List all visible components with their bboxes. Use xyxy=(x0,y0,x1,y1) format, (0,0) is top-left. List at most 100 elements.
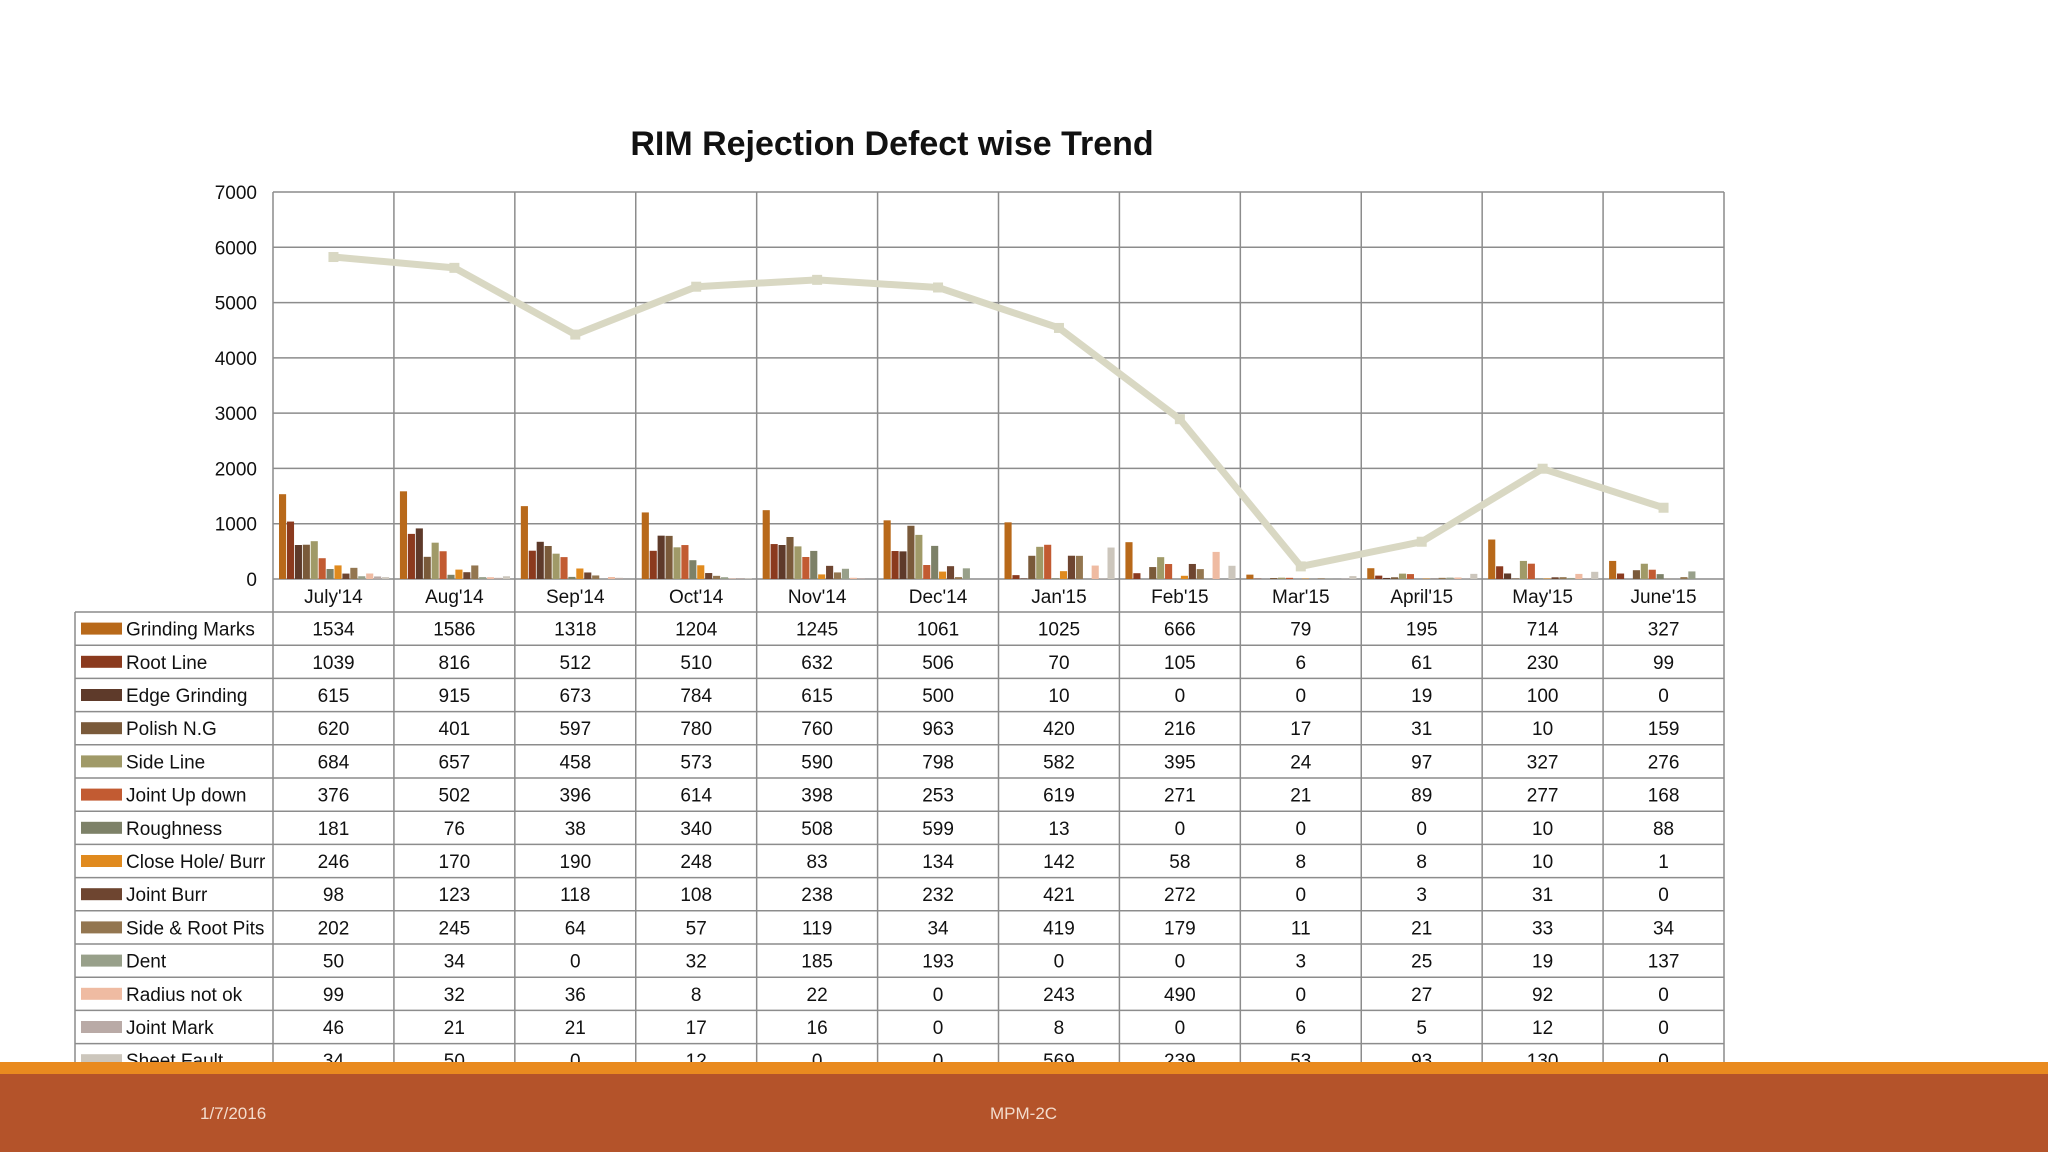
table-cell: 714 xyxy=(1527,620,1559,641)
bar-root-line xyxy=(1496,566,1504,579)
bar-joint-up-down xyxy=(681,545,689,579)
table-cell: 0 xyxy=(1175,686,1186,707)
line-total-marker xyxy=(1053,322,1064,333)
table-cell: 32 xyxy=(686,952,707,973)
table-cell: 12 xyxy=(1532,1018,1553,1039)
bar-roughness xyxy=(568,576,576,579)
table-cell: 0 xyxy=(570,1051,581,1072)
table-cell: 3 xyxy=(1416,885,1427,906)
bar-polish-n-g xyxy=(1391,577,1399,579)
bar-side-root-pits xyxy=(713,575,721,579)
table-cell: 34 xyxy=(1653,918,1675,939)
table-cell: 0 xyxy=(1296,819,1307,840)
bar-polish-n-g xyxy=(907,525,915,579)
table-row-label: Side Line xyxy=(126,752,205,773)
table-cell: 816 xyxy=(439,653,471,674)
table-cell: 119 xyxy=(802,918,832,939)
x-tick-label: Nov'14 xyxy=(788,587,847,608)
table-cell: 599 xyxy=(922,819,954,840)
bar-polish-n-g xyxy=(544,545,552,579)
table-cell: 684 xyxy=(318,752,350,773)
bar-side-root-pits xyxy=(350,567,358,579)
table-cell: 277 xyxy=(1527,786,1559,807)
bar-edge-grinding xyxy=(1383,577,1391,579)
table-cell: 6 xyxy=(1296,653,1307,674)
table-cell: 1039 xyxy=(312,653,354,674)
table-cell: 327 xyxy=(1648,620,1680,641)
bar-roughness xyxy=(1535,578,1543,579)
bar-joint-mark xyxy=(615,577,624,579)
table-cell: 21 xyxy=(1411,918,1432,939)
bar-side-line xyxy=(1398,573,1407,579)
y-tick-label: 5000 xyxy=(215,294,257,315)
bar-root-line xyxy=(1012,575,1020,579)
table-cell: 159 xyxy=(1648,719,1680,740)
x-tick-label: Sep'14 xyxy=(546,587,605,608)
line-total-marker xyxy=(1658,502,1669,513)
bar-root-line xyxy=(770,544,778,579)
table-row-label: Joint Mark xyxy=(126,1018,214,1039)
x-tick-label: May'15 xyxy=(1512,587,1573,608)
table-cell: 98 xyxy=(323,885,344,906)
table-row-label: Grinding Marks xyxy=(126,620,255,641)
bar-close-hole-burr xyxy=(1543,578,1551,579)
bar-dent xyxy=(479,577,487,579)
table-cell: 232 xyxy=(922,885,954,906)
bar-dent xyxy=(962,568,970,579)
bar-edge-grinding xyxy=(1504,573,1512,579)
bar-series xyxy=(279,491,1696,579)
bar-joint-mark xyxy=(494,577,503,579)
legend-key-swatch xyxy=(81,888,122,901)
table-cell: 0 xyxy=(1658,985,1669,1006)
bar-side-line xyxy=(1036,546,1044,579)
table-cell: 276 xyxy=(1648,752,1680,773)
table-cell: 245 xyxy=(439,918,471,939)
plot-grid xyxy=(272,191,1725,1110)
table-cell: 666 xyxy=(1164,620,1196,641)
table-cell: 21 xyxy=(565,1018,586,1039)
table-cell: 8 xyxy=(691,985,702,1006)
table-cell: 0 xyxy=(1175,1018,1186,1039)
bar-sheet-fault xyxy=(1470,573,1478,579)
bar-polish-n-g xyxy=(1511,578,1520,579)
table-row-label: Dent xyxy=(126,952,167,973)
bar-joint-burr xyxy=(1188,563,1196,579)
table-cell: 17 xyxy=(1290,719,1311,740)
table-cell: 230 xyxy=(1527,653,1559,674)
bar-side-root-pits xyxy=(1075,555,1083,579)
bar-side-line xyxy=(310,541,318,579)
table-cell: 272 xyxy=(1164,885,1196,906)
table-cell: 512 xyxy=(559,653,591,674)
table-cell: 1318 xyxy=(554,620,596,641)
table-cell: 620 xyxy=(318,719,350,740)
x-tick-label: Aug'14 xyxy=(425,587,484,608)
table-cell: 915 xyxy=(439,686,471,707)
bar-side-root-pits xyxy=(1680,577,1688,579)
table-cell: 79 xyxy=(1290,620,1311,641)
table-cell: 0 xyxy=(933,1051,944,1072)
table-cell: 398 xyxy=(801,786,833,807)
bar-sheet-fault xyxy=(1107,547,1115,579)
y-tick-label: 1000 xyxy=(215,515,257,536)
x-tick-label: Mar'15 xyxy=(1272,587,1329,608)
bar-edge-grinding xyxy=(1020,578,1028,579)
x-tick-label: Dec'14 xyxy=(909,587,968,608)
table-cell: 19 xyxy=(1532,952,1553,973)
bar-side-root-pits xyxy=(1317,578,1325,579)
bar-dent xyxy=(1688,571,1696,579)
table-cell: 508 xyxy=(801,819,833,840)
bar-grinding-marks xyxy=(1246,574,1254,579)
table-cell: 0 xyxy=(933,985,944,1006)
table-cell: 327 xyxy=(1527,752,1559,773)
table-cell: 619 xyxy=(1043,786,1075,807)
bar-close-hole-burr xyxy=(1180,575,1188,579)
table-cell: 248 xyxy=(680,852,712,873)
bar-joint-burr xyxy=(705,573,713,579)
bar-dent xyxy=(841,568,850,579)
bar-roughness xyxy=(326,568,334,579)
table-cell: 597 xyxy=(559,719,591,740)
bar-sheet-fault xyxy=(1591,571,1599,579)
footer-accent-stripe xyxy=(0,1062,2048,1074)
bar-close-hole-burr xyxy=(1059,571,1068,579)
table-cell: 1061 xyxy=(917,620,959,641)
